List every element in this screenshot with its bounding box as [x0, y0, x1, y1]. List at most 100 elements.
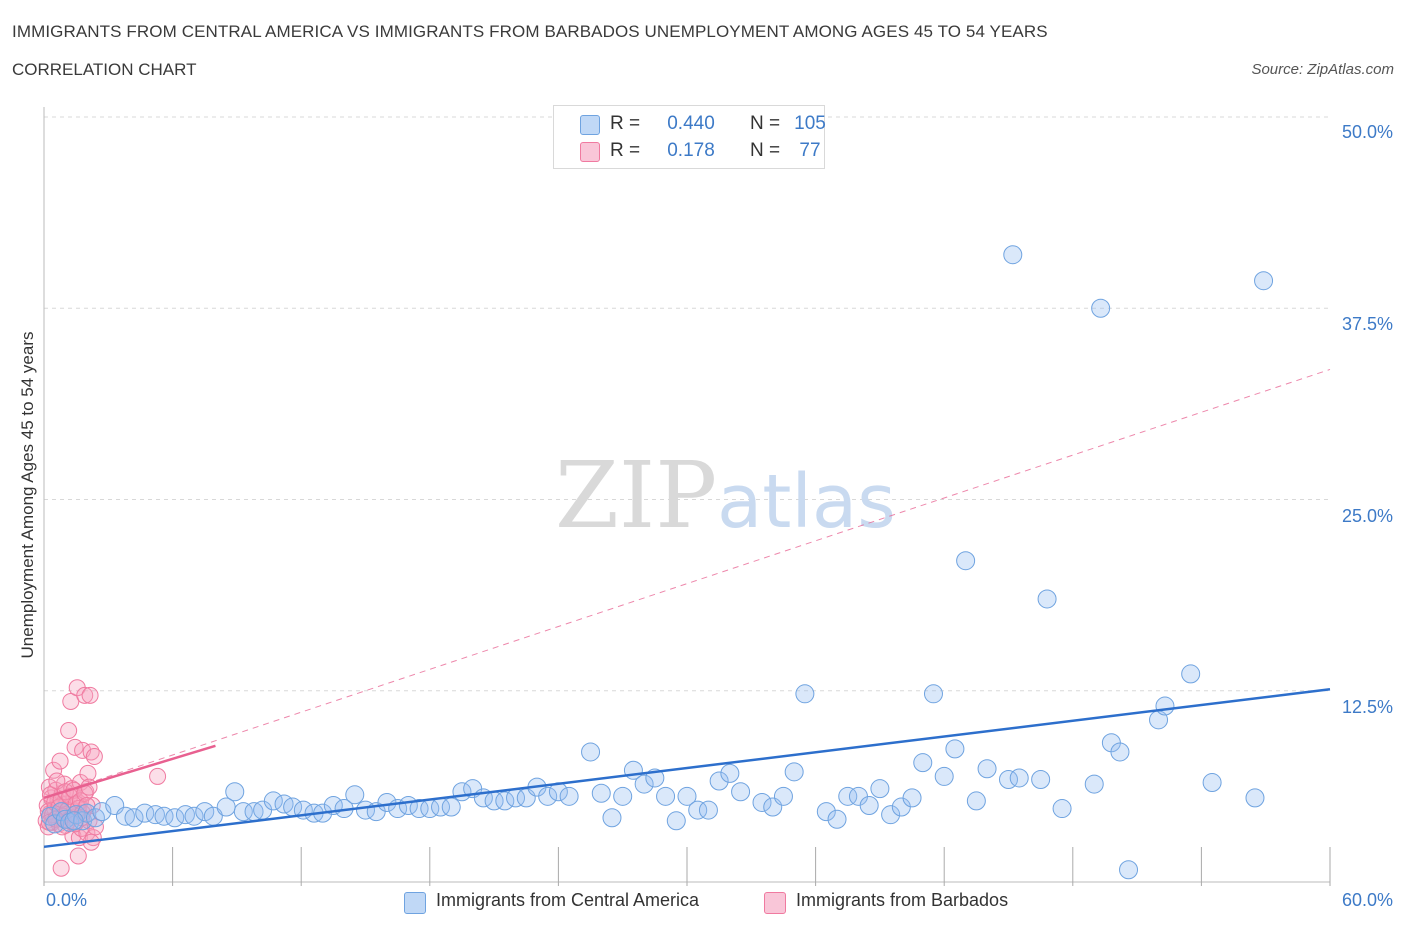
data-point [602, 808, 622, 828]
data-point [1003, 245, 1023, 265]
watermark-zip: ZIP [555, 442, 717, 549]
grid-lines [44, 116, 1330, 692]
data-point [45, 761, 63, 779]
data-point [1037, 589, 1057, 609]
data-point [881, 805, 901, 825]
data-point [51, 752, 69, 770]
data-point [82, 743, 100, 761]
data-point [934, 766, 954, 786]
data-point [345, 785, 365, 805]
data-point [79, 764, 97, 782]
data-point [1181, 664, 1201, 684]
data-point [1009, 768, 1029, 788]
legend-r-value: 0.440 [667, 113, 715, 134]
data-point [913, 753, 933, 773]
data-point [1245, 788, 1265, 808]
data-point [263, 791, 283, 811]
x-tick-label-max: 60.0% [1341, 890, 1393, 910]
data-point [838, 786, 858, 806]
legend-swatch-blue [580, 115, 600, 135]
trend-lines [43, 368, 1331, 849]
data-point [195, 802, 215, 822]
data-point [538, 786, 558, 806]
data-point [731, 782, 751, 802]
data-point [1091, 298, 1111, 318]
data-point [1155, 696, 1175, 716]
data-point [698, 800, 718, 820]
data-point [859, 796, 879, 815]
y-tick-label: 25.0% [1341, 506, 1393, 526]
data-point [81, 686, 99, 704]
legend-swatch-pink [764, 892, 786, 914]
data-point [62, 692, 80, 710]
data-point [409, 799, 429, 819]
data-point [688, 800, 708, 820]
legend-swatch-pink [580, 142, 600, 162]
x-tick-label-min: 0.0% [46, 890, 88, 910]
data-point [581, 742, 601, 762]
series-barbados-points [37, 679, 167, 877]
data-point [85, 748, 103, 766]
data-point [977, 759, 997, 779]
legend-swatch-blue [404, 892, 426, 914]
data-point [52, 859, 70, 877]
series-central-america-points [40, 245, 1274, 880]
data-point [709, 771, 729, 791]
data-point [233, 802, 253, 822]
legend-r-label: R = [610, 140, 641, 161]
data-point [945, 739, 965, 759]
data-point [816, 802, 836, 822]
data-point [656, 786, 676, 806]
data-point [677, 786, 697, 806]
legend-label: Immigrants from Barbados [796, 890, 1009, 910]
data-point [1202, 773, 1222, 793]
legend-n-value: 105 [794, 113, 826, 134]
data-point [784, 762, 804, 782]
data-point [1052, 799, 1072, 819]
watermark: ZIP atlas [555, 442, 896, 549]
data-point [1031, 769, 1051, 789]
data-point [1110, 742, 1130, 762]
data-point [559, 786, 579, 806]
data-point [827, 809, 847, 829]
data-point [1084, 774, 1104, 794]
y-tick-label: 37.5% [1341, 314, 1393, 334]
legend-r-value: 0.178 [667, 140, 715, 161]
data-point [76, 686, 94, 704]
data-point [60, 722, 78, 740]
legend-label: Immigrants from Central America [436, 890, 700, 910]
y-axis-label: Unemployment Among Ages 45 to 54 years [18, 331, 37, 659]
axes [43, 107, 1331, 886]
y-tick-label: 12.5% [1341, 697, 1393, 717]
data-point [124, 808, 144, 828]
data-point [720, 763, 740, 783]
data-point [613, 786, 633, 806]
legend-n-label: N = [750, 140, 781, 161]
data-point [752, 792, 772, 812]
data-point [149, 767, 167, 785]
watermark-atlas: atlas [717, 459, 896, 545]
data-point [591, 783, 611, 803]
data-point [165, 808, 185, 828]
chart-title: IMMIGRANTS FROM CENTRAL AMERICA VS IMMIG… [12, 22, 1048, 41]
data-point [956, 551, 976, 571]
legend-n-value: 77 [799, 140, 821, 161]
trend-line [43, 687, 1331, 849]
trend-line [43, 744, 216, 800]
data-point [1254, 271, 1274, 291]
y-tick-label: 50.0% [1341, 122, 1393, 142]
source-label: Source: ZipAtlas.com [1251, 61, 1394, 78]
legend-n-label: N = [750, 113, 781, 134]
trend-line-extension [43, 368, 1331, 799]
data-point [69, 847, 87, 865]
data-point [666, 811, 686, 831]
data-point [634, 774, 654, 794]
data-point [795, 684, 815, 704]
data-point [773, 786, 793, 806]
data-point [923, 684, 943, 704]
legend-r-label: R = [610, 113, 641, 134]
data-point [1119, 860, 1139, 880]
data-point [870, 779, 890, 799]
data-point [184, 806, 204, 826]
